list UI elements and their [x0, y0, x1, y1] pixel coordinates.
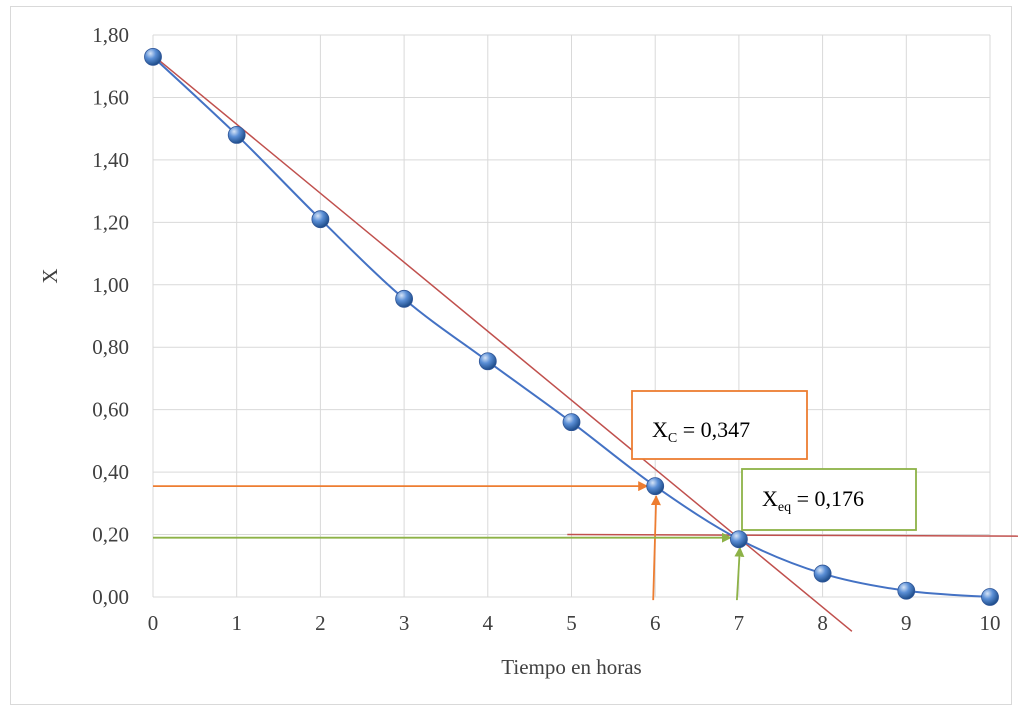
y-tick-label: 1,80	[92, 23, 129, 47]
series	[152, 56, 991, 598]
x-tick-label: 10	[980, 611, 1001, 635]
y-tick-label: 1,00	[92, 273, 129, 297]
x-tick-label: 2	[315, 611, 326, 635]
annotation-text: Xeq = 0,176	[762, 486, 864, 515]
annotation-arrows	[153, 481, 745, 601]
x-tick-label: 6	[650, 611, 661, 635]
data-point	[981, 588, 999, 606]
x-tick-label: 0	[148, 611, 159, 635]
y-tick-label: 1,40	[92, 148, 129, 172]
data-point	[144, 47, 162, 66]
x-tick-label: 4	[483, 611, 494, 635]
y-tick-label: 1,60	[92, 85, 129, 109]
tangent-line	[152, 54, 853, 632]
annotation-v-arrow	[650, 495, 661, 601]
reference-lines	[152, 54, 1018, 632]
annotation-v-arrow	[734, 546, 745, 601]
data-point	[478, 352, 497, 371]
y-tick-label: 0,00	[92, 585, 129, 609]
x-axis-title: Tiempo en horas	[501, 655, 641, 679]
data-point	[730, 530, 748, 549]
y-tick-label: 1,20	[92, 210, 129, 234]
data-point	[646, 477, 665, 496]
data-point	[227, 126, 246, 144]
y-axis-title: X	[38, 268, 62, 283]
x-tick-label: 1	[231, 611, 242, 635]
x-tick-label: 3	[399, 611, 410, 635]
annotation-boxes: XC = 0,347 Xeq = 0,176	[631, 390, 917, 531]
y-tick-label: 0,40	[92, 460, 129, 484]
data-point	[813, 564, 832, 583]
x-tick-label: 9	[901, 611, 912, 635]
annotation-box	[631, 390, 808, 460]
tick-labels: 0 1 2 3 4 5 6 7 8 9 10 0,00 0,20 0,40 0,60 0,80 1,00 1,20…	[92, 23, 1000, 635]
data-points	[144, 47, 999, 606]
annotation-box	[741, 468, 917, 531]
chart-frame	[10, 6, 1012, 705]
y-tick-label: 0,60	[92, 398, 129, 422]
data-point	[395, 289, 414, 308]
x-tick-label: 5	[566, 611, 577, 635]
annotation-text: XC = 0,347	[652, 417, 750, 446]
x-tick-label: 7	[734, 611, 745, 635]
data-point	[897, 581, 916, 600]
equilibrium-line	[567, 533, 1018, 537]
data-point	[562, 413, 581, 432]
y-tick-label: 0,20	[92, 523, 129, 547]
x-tick-label: 8	[817, 611, 828, 635]
series-line	[152, 56, 991, 598]
y-tick-label: 0,80	[92, 335, 129, 359]
data-point	[311, 210, 330, 229]
